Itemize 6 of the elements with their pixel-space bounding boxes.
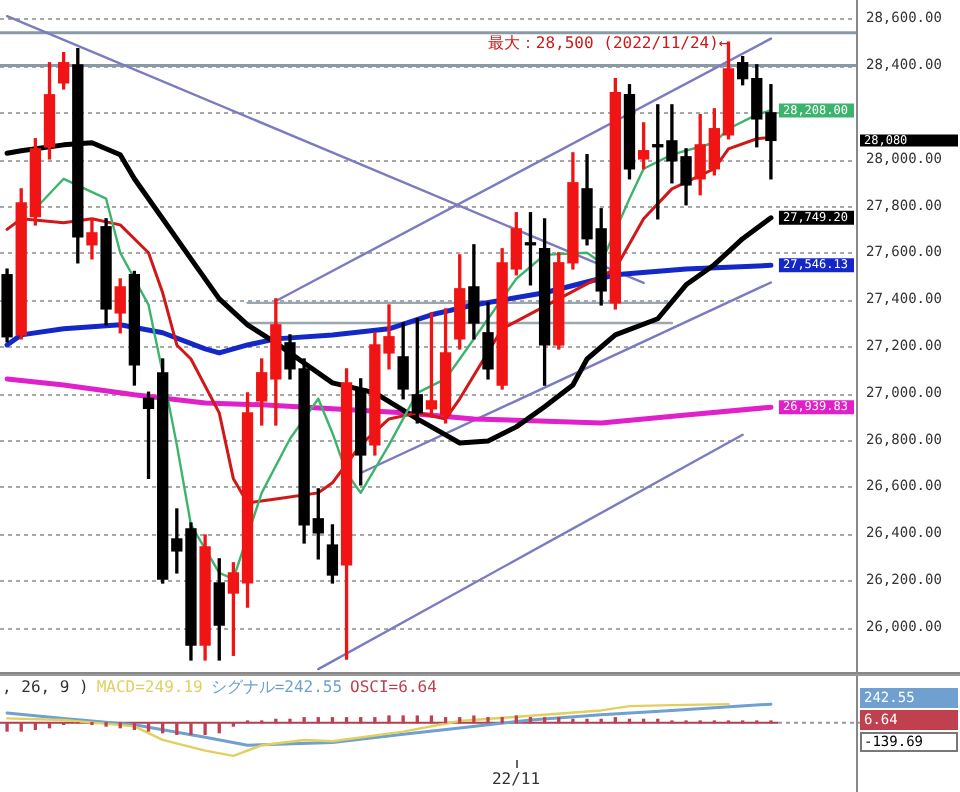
annotation: 最大：28,500 (2022/11/24)←: [487, 34, 729, 53]
chart-title: , 26, 9 ): [2, 678, 89, 697]
text: シグナル=242.55: [210, 678, 343, 697]
series-label: MACD=249.19: [96, 678, 204, 697]
text: 22/11: [491, 770, 541, 789]
series-label: OSCI=6.64: [350, 678, 438, 697]
